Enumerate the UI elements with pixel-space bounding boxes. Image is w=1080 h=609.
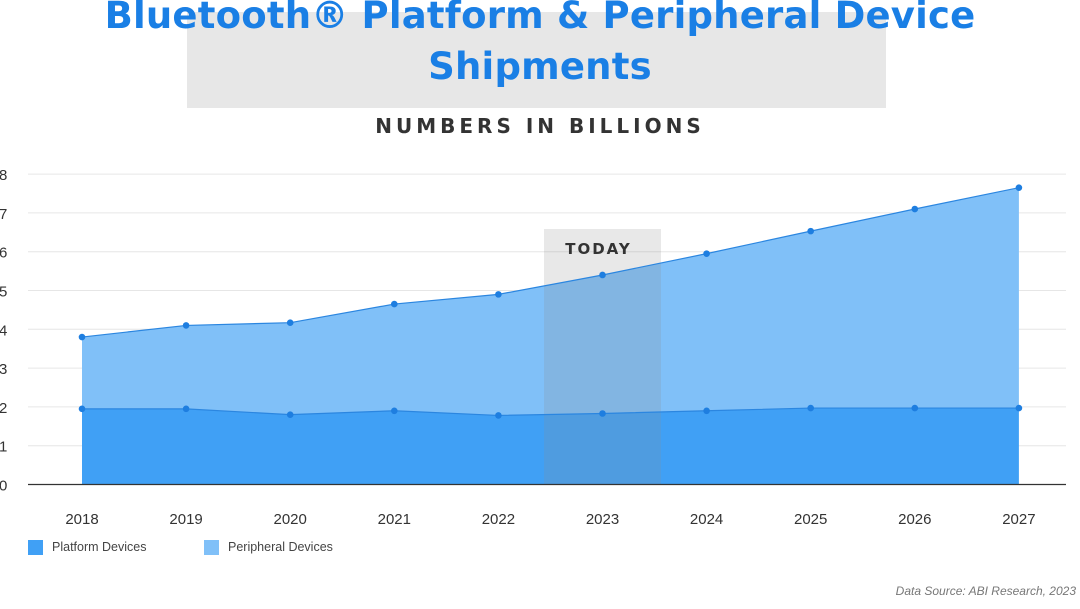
- peripheral-area: [82, 187, 1019, 416]
- total-point-2027: [1015, 184, 1023, 191]
- legend-peripheral-label: Peripheral Devices: [228, 540, 333, 554]
- x-tick-label-2020: 2020: [274, 511, 307, 528]
- x-tick-label-2019: 2019: [169, 511, 202, 528]
- peripheral-total-line: [81, 187, 1020, 338]
- y-tick-label-4: 4: [0, 322, 7, 339]
- chart-lines: [81, 187, 1020, 417]
- platform-point-2025: [807, 404, 814, 412]
- today-highlight: TODAY: [544, 229, 661, 485]
- total-point-2022: [495, 291, 502, 298]
- y-tick-label-8: 8: [0, 167, 7, 184]
- platform-point-2020: [286, 411, 294, 418]
- x-tick-label-2026: 2026: [898, 511, 931, 528]
- platform-point-2019: [182, 405, 190, 413]
- total-point-2018: [78, 333, 86, 341]
- platform-point-2027: [1015, 404, 1023, 412]
- x-tick-label-2024: 2024: [690, 511, 723, 528]
- data-source: Data Source: ABI Research, 2023: [895, 584, 1076, 598]
- total-point-2026: [911, 205, 919, 213]
- platform-line: [82, 407, 1019, 417]
- y-tick-label-0: 0: [0, 478, 7, 495]
- legend-item-peripheral: Peripheral Devices: [204, 538, 333, 556]
- y-tick-label-5: 5: [0, 284, 7, 301]
- y-tick-label-3: 3: [0, 361, 7, 378]
- total-point-2023: [599, 271, 606, 279]
- platform-swatch: [28, 539, 43, 555]
- x-tick-label-2022: 2022: [482, 511, 515, 528]
- y-tick-label-6: 6: [0, 245, 7, 262]
- x-tick-label-2021: 2021: [378, 511, 411, 528]
- legend-platform-label: Platform Devices: [52, 540, 147, 554]
- platform-area: [82, 408, 1019, 485]
- chart-title: Bluetooth® Platform & Peripheral Device …: [104, 0, 976, 88]
- chart-points: [78, 184, 1023, 419]
- platform-point-2018: [78, 405, 86, 413]
- platform-point-2023: [599, 410, 606, 417]
- y-tick-label-7: 7: [0, 206, 7, 223]
- today-band: [544, 229, 661, 485]
- total-point-2021: [391, 300, 398, 308]
- y-tick-label-2: 2: [0, 400, 7, 417]
- total-point-2024: [703, 250, 710, 257]
- total-point-2025: [807, 227, 814, 235]
- platform-point-2021: [391, 407, 398, 415]
- x-tick-label-2023: 2023: [586, 511, 619, 528]
- peripheral-swatch: [204, 539, 219, 555]
- legend-item-platform: Platform Devices: [28, 538, 146, 556]
- platform-point-2024: [703, 407, 710, 415]
- today-label: TODAY: [565, 240, 631, 258]
- chart-subtitle: NUMBERS IN BILLIONS: [375, 114, 705, 138]
- title-background: [187, 12, 886, 108]
- x-tick-label-2018: 2018: [65, 511, 98, 528]
- x-tick-label-2025: 2025: [794, 511, 827, 528]
- chart-areas: [82, 187, 1019, 485]
- x-tick-label-2027: 2027: [1002, 511, 1035, 528]
- total-point-2020: [286, 319, 294, 327]
- platform-point-2022: [495, 412, 502, 419]
- chart-axes: 0 1 2 3 4 5 6 7 8 2018 2019 2020 2021 2022 2023 2024 202…: [0, 167, 1066, 528]
- y-tick-label-1: 1: [0, 439, 7, 456]
- total-point-2019: [182, 322, 190, 329]
- platform-point-2026: [911, 404, 919, 412]
